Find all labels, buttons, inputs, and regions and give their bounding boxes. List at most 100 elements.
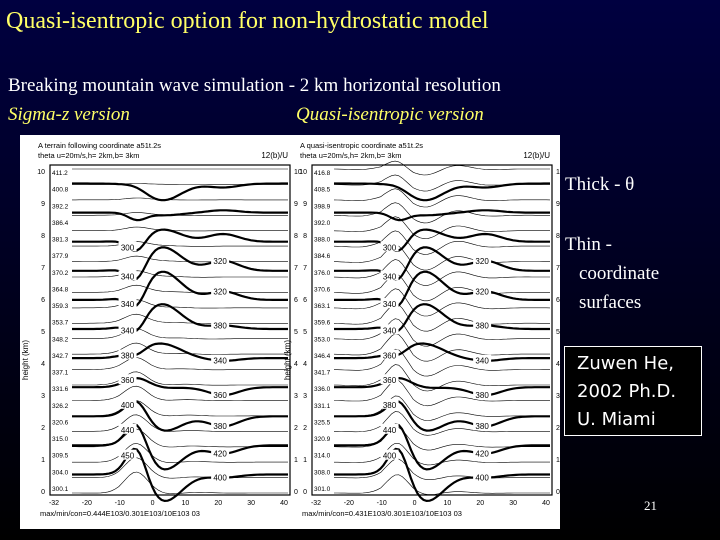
side-value: 363.1 [314, 303, 331, 310]
y-tick-label-right: 9 [556, 201, 560, 208]
contour-label-bg [118, 349, 137, 360]
coordinate-surface-line [72, 414, 288, 432]
side-value: 301.0 [314, 486, 331, 493]
side-value: 300.1 [52, 486, 69, 493]
side-value: 364.8 [52, 286, 69, 293]
contour-label: 450 [121, 452, 135, 461]
y-tick-label-right: 4 [294, 361, 298, 368]
theta-contour-line [334, 228, 550, 252]
side-value: 320.6 [52, 419, 69, 426]
contour-label-bg [380, 398, 399, 409]
x-tick-label: -10 [377, 500, 387, 507]
x-tick-label: -32 [311, 500, 321, 507]
coordinate-surface-line [333, 244, 550, 271]
contour-label-bg [380, 423, 399, 434]
plot-header-line1: A terrain following coordinate a51t.2s [38, 141, 161, 150]
side-value: 398.9 [314, 203, 331, 210]
simulation-plots: A terrain following coordinate a51t.2s th… [20, 135, 560, 529]
contour-label-bg [473, 285, 492, 296]
y-tick-label: 2 [303, 425, 307, 432]
y-tick-label-right: 8 [294, 233, 298, 240]
theta-contour-line [72, 342, 288, 362]
contour-label-bg [211, 319, 230, 330]
theta-contour-line [72, 182, 288, 202]
contour-label-bg [211, 471, 230, 482]
thin-note-line2: coordinate [579, 263, 660, 284]
side-value: 416.8 [314, 170, 331, 177]
x-tick-label: -10 [115, 500, 125, 507]
plot-frame [49, 164, 291, 496]
slide-number: 21 [644, 498, 657, 513]
y-tick-label: 0 [303, 489, 307, 496]
y-axis-label: height (km) [283, 340, 292, 380]
theta-contour-line [72, 423, 288, 471]
contour-label: 380 [475, 391, 489, 400]
coordinate-surface-line [333, 188, 551, 208]
coordinate-surface-line [72, 328, 288, 340]
side-value: 386.4 [52, 220, 69, 227]
y-tick-label-right: 1 [556, 457, 560, 464]
contour-label-bg [473, 254, 492, 265]
contour-label: 340 [383, 272, 397, 281]
side-value: 348.2 [52, 336, 69, 343]
theta-contour-line [72, 376, 288, 397]
y-tick-label: 6 [41, 297, 45, 304]
contour-label-bg [118, 241, 137, 252]
thin-line-note: Thin - coordinate surfaces [565, 230, 659, 317]
theta-contour-line [334, 399, 550, 432]
theta-contour-line [334, 376, 550, 397]
thick-line-note: Thick - θ [565, 174, 635, 195]
coordinate-surface-line [333, 333, 550, 362]
plot-footer: max/min/con=0.431E103/0.301E103/10E103 0… [302, 509, 462, 518]
theta-contour-line [334, 303, 550, 333]
x-tick-label: 10 [444, 500, 452, 507]
y-tick-label-right: 1 [294, 457, 298, 464]
theta-contour-line [72, 209, 288, 222]
contour-label: 400 [475, 474, 489, 483]
x-tick-label: -20 [82, 500, 92, 507]
x-tick-label: 20 [214, 500, 222, 507]
coordinate-surface-line [72, 357, 288, 371]
side-value: 392.0 [314, 220, 331, 227]
credit-line3: U. Miami [577, 409, 656, 430]
contour-label-bg [380, 449, 399, 460]
contour-label-bg [473, 447, 492, 458]
y-tick-label-right: 2 [294, 425, 298, 432]
y-tick-label: 5 [303, 329, 307, 336]
y-tick-label-right: 0 [556, 489, 560, 496]
side-value: 353.0 [314, 336, 331, 343]
y-tick-label-right: 6 [294, 297, 298, 304]
theta-contour-line [334, 342, 550, 362]
y-axis-label: height (km) [21, 340, 30, 380]
coordinate-surface-line [72, 299, 288, 309]
y-tick-label-right: 4 [556, 361, 560, 368]
y-tick-label: 7 [41, 265, 45, 272]
contour-label: 440 [383, 426, 397, 435]
contour-label: 300 [383, 243, 397, 252]
contour-label: 300 [121, 243, 135, 252]
side-value: 304.0 [52, 469, 69, 476]
side-value: 359.3 [52, 303, 69, 310]
contour-label-bg [380, 349, 399, 360]
side-value: 376.0 [314, 270, 331, 277]
x-tick-label: 0 [413, 500, 417, 507]
side-value: 381.3 [52, 237, 69, 244]
y-tick-label: 8 [303, 233, 307, 240]
contour-label: 420 [475, 450, 489, 459]
side-value: 392.2 [52, 203, 69, 210]
contour-label: 340 [213, 357, 227, 366]
y-tick-label-right: 3 [556, 393, 560, 400]
coordinate-surface-line [72, 226, 288, 232]
coordinate-surface-line [333, 273, 550, 302]
y-tick-label: 5 [41, 329, 45, 336]
contour-label: 360 [383, 352, 397, 361]
x-tick-label: 30 [509, 500, 517, 507]
x-tick-label: 10 [182, 500, 190, 507]
coordinate-surface-line [72, 284, 288, 293]
side-value: 388.0 [314, 237, 331, 244]
side-value: 342.7 [52, 353, 69, 360]
theta-contour-line [334, 246, 550, 281]
coordinate-surface-line [333, 259, 550, 286]
y-tick-label: 6 [303, 297, 307, 304]
y-tick-label: 7 [303, 265, 307, 272]
